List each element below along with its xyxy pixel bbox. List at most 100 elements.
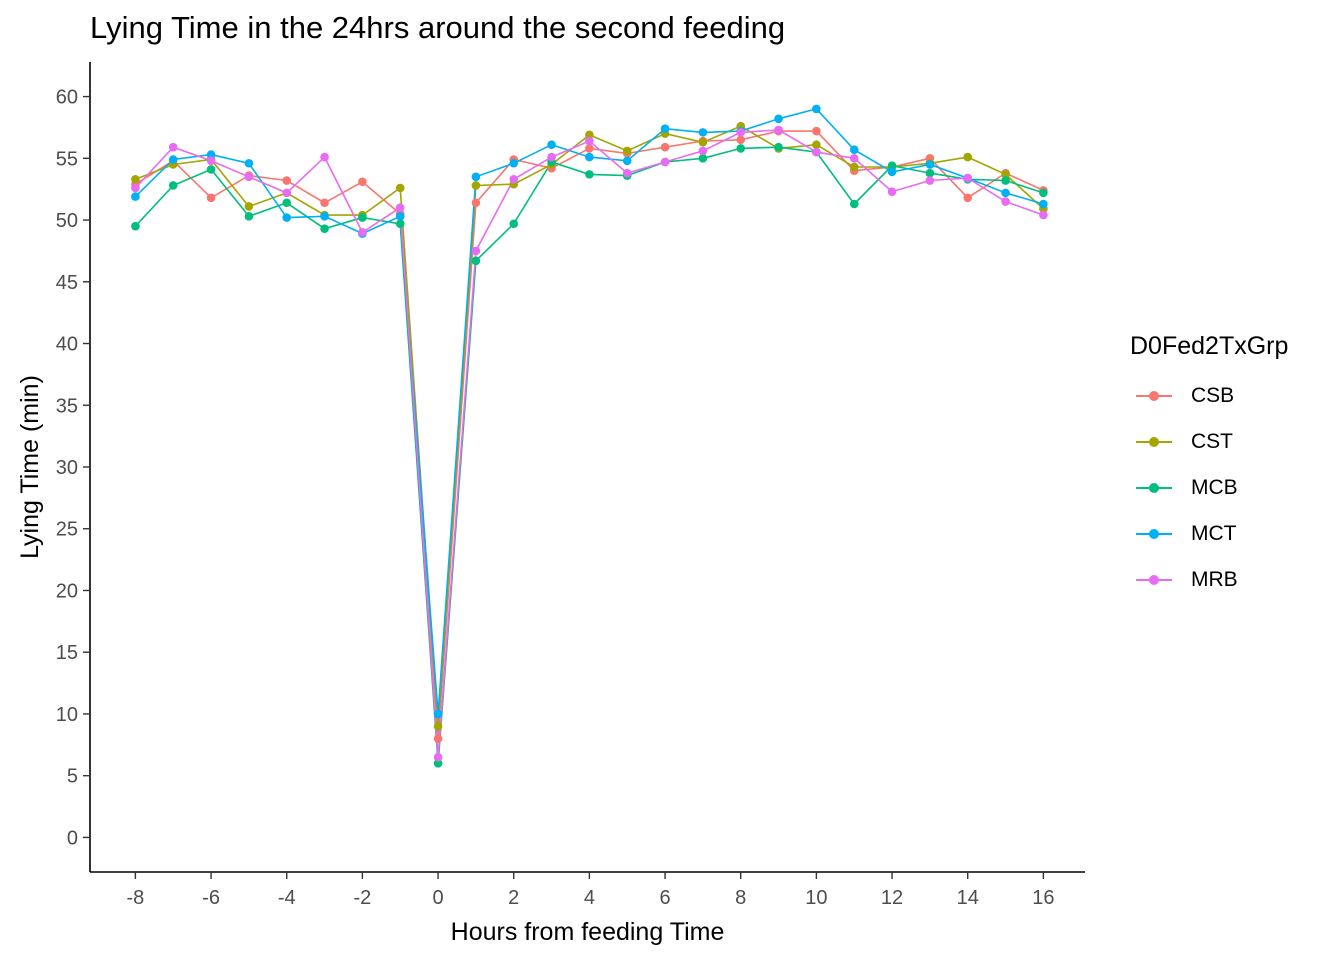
data-point-mrb bbox=[320, 152, 329, 162]
legend-key bbox=[1130, 478, 1178, 498]
data-point-csb bbox=[963, 193, 973, 203]
data-point-mct bbox=[244, 158, 254, 168]
x-tick-label: 2 bbox=[508, 887, 519, 909]
y-tick-label: 55 bbox=[56, 148, 78, 170]
x-tick-label: 14 bbox=[957, 887, 979, 909]
x-tick-label: 4 bbox=[584, 887, 595, 909]
data-point-mrb bbox=[849, 154, 859, 163]
x-tick-label: -2 bbox=[353, 887, 371, 909]
legend-title: D0Fed2TxGrp bbox=[1130, 332, 1289, 360]
data-point-mcb bbox=[395, 219, 405, 229]
data-point-mct bbox=[925, 160, 935, 169]
series-layer bbox=[131, 104, 1048, 768]
legend-label: MRB bbox=[1191, 568, 1238, 591]
data-point-mcb bbox=[736, 144, 746, 153]
data-point-mcb bbox=[471, 256, 481, 266]
data-point-cst bbox=[433, 721, 443, 731]
x-tick-label: 16 bbox=[1032, 887, 1054, 909]
y-axis-title: Lying Time (min) bbox=[16, 375, 44, 559]
x-tick-label: -4 bbox=[278, 887, 296, 909]
data-point-mcb bbox=[433, 759, 443, 768]
data-point-cst bbox=[849, 162, 859, 172]
data-point-mct bbox=[585, 152, 594, 162]
y-tick-label: 10 bbox=[56, 704, 78, 726]
legend-key-point bbox=[1149, 575, 1159, 585]
y-tick-label: 50 bbox=[56, 210, 78, 232]
data-point-csb bbox=[358, 177, 367, 187]
data-point-mct bbox=[320, 212, 329, 221]
data-point-mrb bbox=[736, 128, 746, 137]
legend-key-point bbox=[1149, 483, 1159, 493]
data-point-mrb bbox=[585, 136, 594, 146]
data-point-cst bbox=[471, 181, 481, 190]
data-point-csb bbox=[736, 135, 746, 145]
data-point-mcb bbox=[849, 199, 859, 209]
x-tick-label: 0 bbox=[432, 887, 443, 909]
data-point-mcb bbox=[698, 154, 708, 163]
data-point-cst bbox=[698, 137, 708, 147]
x-axis-title: Hours from feeding Time bbox=[451, 918, 725, 946]
data-point-mcb bbox=[925, 168, 935, 178]
series-line-mcb bbox=[134, 146, 1044, 764]
data-point-mrb bbox=[471, 246, 481, 256]
data-point-mct bbox=[887, 167, 897, 177]
data-point-mcb bbox=[131, 221, 140, 231]
data-point-mrb bbox=[547, 152, 556, 162]
y-tick-label: 35 bbox=[56, 395, 78, 417]
legend-item-mcb: MCB bbox=[1130, 465, 1288, 511]
y-tick-label: 25 bbox=[56, 519, 78, 541]
y-tick-label: 5 bbox=[67, 766, 78, 788]
legend-label: CST bbox=[1191, 430, 1233, 453]
data-point-mcb bbox=[244, 212, 254, 221]
data-point-csb bbox=[320, 198, 329, 208]
data-point-mrb bbox=[1001, 197, 1010, 206]
data-point-mrb bbox=[1039, 210, 1048, 220]
y-tick-label: 0 bbox=[67, 827, 78, 849]
data-point-csb bbox=[812, 126, 821, 136]
legend-item-csb: CSB bbox=[1130, 373, 1288, 419]
data-point-mrb bbox=[774, 125, 783, 135]
data-point-mct bbox=[812, 104, 821, 114]
data-point-mcb bbox=[358, 213, 367, 222]
data-point-mct bbox=[1001, 188, 1010, 198]
legend-key bbox=[1130, 386, 1178, 406]
data-point-mrb bbox=[622, 168, 632, 178]
series-line-csb bbox=[134, 130, 1044, 739]
data-point-mrb bbox=[282, 188, 292, 198]
data-point-cst bbox=[244, 202, 254, 211]
data-point-mcb bbox=[168, 181, 178, 190]
x-tick-label: -6 bbox=[202, 887, 220, 909]
data-point-mrb bbox=[963, 173, 973, 183]
data-point-mrb bbox=[660, 157, 670, 167]
data-point-csb bbox=[471, 198, 481, 208]
data-point-cst bbox=[131, 175, 140, 184]
data-point-mrb bbox=[168, 142, 178, 152]
legend-key-point bbox=[1149, 391, 1159, 401]
data-point-csb bbox=[206, 193, 216, 203]
data-point-mct bbox=[131, 192, 140, 201]
data-point-mcb bbox=[206, 165, 216, 174]
y-tick-label: 60 bbox=[56, 87, 78, 109]
legend-item-mct: MCT bbox=[1130, 511, 1288, 557]
data-point-mrb bbox=[812, 147, 821, 157]
legend-items: CSB CST MCB MCT MRB bbox=[1130, 373, 1288, 603]
legend-key-point bbox=[1149, 437, 1159, 447]
data-point-mcb bbox=[509, 219, 519, 229]
data-point-csb bbox=[660, 142, 670, 152]
x-tick-label: 12 bbox=[881, 887, 903, 909]
data-point-mrb bbox=[887, 187, 897, 196]
data-point-mcb bbox=[1001, 176, 1010, 185]
data-point-mcb bbox=[320, 224, 329, 233]
data-point-mct bbox=[547, 140, 556, 150]
data-point-mct bbox=[774, 114, 783, 124]
data-point-mcb bbox=[774, 142, 783, 152]
y-tick-label: 30 bbox=[56, 457, 78, 479]
legend-key bbox=[1130, 432, 1178, 452]
data-point-mrb bbox=[395, 203, 405, 213]
data-point-mrb bbox=[131, 183, 140, 193]
data-point-mct bbox=[206, 150, 216, 159]
data-point-cst bbox=[585, 130, 594, 140]
data-point-cst bbox=[963, 152, 973, 162]
legend: D0Fed2TxGrp CSB CST MCB MCT MRB bbox=[1130, 332, 1288, 603]
